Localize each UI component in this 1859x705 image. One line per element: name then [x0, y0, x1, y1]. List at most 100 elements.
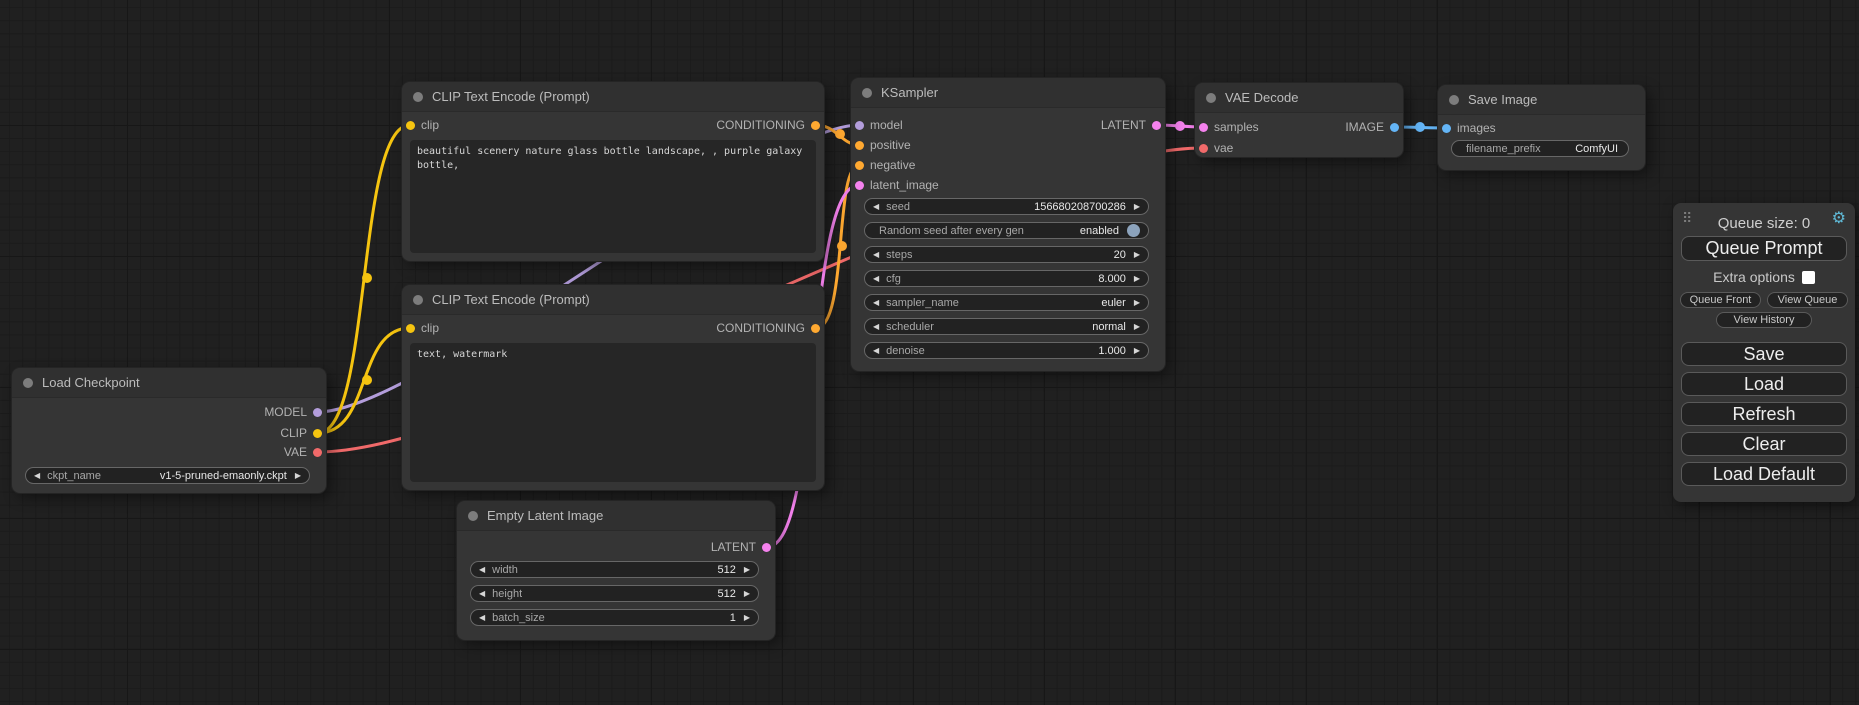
node-clip-text-encode-positive[interactable]: CLIP Text Encode (Prompt) clip CONDITION…	[402, 82, 824, 261]
settings-gear-icon[interactable]: ⚙	[1831, 210, 1846, 227]
denoise-widget[interactable]: ◀ denoise 1.000 ▶	[864, 342, 1149, 359]
latent-port-dot[interactable]	[1199, 122, 1208, 132]
conditioning-port-dot[interactable]	[811, 323, 820, 333]
node-empty-latent-image[interactable]: Empty Latent Image LATENT ◀ width 512 ▶ …	[457, 501, 775, 640]
steps-widget[interactable]: ◀ steps 20 ▶	[864, 246, 1149, 263]
decrement-arrow-icon[interactable]: ◀	[873, 249, 880, 259]
collapse-dot-icon[interactable]	[862, 87, 872, 98]
model-port-dot[interactable]	[313, 407, 322, 417]
increment-arrow-icon[interactable]: ▶	[1133, 297, 1140, 307]
input-port-vae[interactable]: vae	[1199, 140, 1233, 156]
output-port-clip[interactable]: CLIP	[280, 425, 322, 441]
collapse-dot-icon[interactable]	[468, 510, 478, 521]
increment-arrow-icon[interactable]: ▶	[743, 612, 750, 622]
decrement-arrow-icon[interactable]: ◀	[479, 564, 486, 574]
conditioning-port-dot[interactable]	[855, 140, 864, 150]
node-ksampler[interactable]: KSampler model positive negative latent_…	[851, 78, 1165, 371]
save-button[interactable]: Save	[1681, 342, 1847, 366]
collapse-dot-icon[interactable]	[1206, 92, 1216, 103]
prompt-textarea[interactable]: beautiful scenery nature glass bottle la…	[410, 140, 816, 253]
increment-arrow-icon[interactable]: ▶	[1133, 201, 1140, 211]
increment-arrow-icon[interactable]: ▶	[1133, 249, 1140, 259]
view-history-button[interactable]: View History	[1716, 312, 1812, 328]
collapse-dot-icon[interactable]	[1449, 94, 1459, 105]
cfg-widget[interactable]: ◀ cfg 8.000 ▶	[864, 270, 1149, 287]
decrement-arrow-icon[interactable]: ◀	[34, 470, 41, 480]
node-title-bar[interactable]: VAE Decode	[1195, 83, 1403, 113]
output-port-conditioning[interactable]: CONDITIONING	[716, 117, 820, 133]
width-widget[interactable]: ◀ width 512 ▶	[470, 561, 759, 578]
output-port-conditioning[interactable]: CONDITIONING	[716, 320, 820, 336]
seed-widget[interactable]: ◀ seed 156680208700286 ▶	[864, 198, 1149, 215]
increment-arrow-icon[interactable]: ▶	[294, 470, 301, 480]
node-save-image[interactable]: Save Image images filename_prefix ComfyU…	[1438, 85, 1645, 170]
input-port-positive[interactable]: positive	[855, 137, 911, 153]
collapse-dot-icon[interactable]	[413, 91, 423, 102]
load-button[interactable]: Load	[1681, 372, 1847, 396]
vae-port-dot[interactable]	[1199, 143, 1208, 153]
increment-arrow-icon[interactable]: ▶	[1133, 321, 1140, 331]
output-port-vae[interactable]: VAE	[284, 444, 322, 460]
view-queue-button[interactable]: View Queue	[1767, 292, 1848, 308]
decrement-arrow-icon[interactable]: ◀	[873, 345, 880, 355]
input-port-clip[interactable]: clip	[406, 117, 439, 133]
collapse-dot-icon[interactable]	[23, 377, 33, 388]
node-title-bar[interactable]: Empty Latent Image	[457, 501, 775, 531]
scheduler-widget[interactable]: ◀ scheduler normal ▶	[864, 318, 1149, 335]
input-port-negative[interactable]: negative	[855, 157, 915, 173]
height-widget[interactable]: ◀ height 512 ▶	[470, 585, 759, 602]
conditioning-port-dot[interactable]	[811, 120, 820, 130]
decrement-arrow-icon[interactable]: ◀	[479, 612, 486, 622]
latent-port-dot[interactable]	[762, 542, 771, 552]
input-port-clip[interactable]: clip	[406, 320, 439, 336]
prompt-textarea[interactable]: text, watermark	[410, 343, 816, 482]
refresh-button[interactable]: Refresh	[1681, 402, 1847, 426]
node-title-bar[interactable]: Load Checkpoint	[12, 368, 326, 398]
output-port-image[interactable]: IMAGE	[1345, 119, 1399, 135]
decrement-arrow-icon[interactable]: ◀	[873, 297, 880, 307]
queue-front-button[interactable]: Queue Front	[1680, 292, 1761, 308]
latent-port-dot[interactable]	[1152, 120, 1161, 130]
decrement-arrow-icon[interactable]: ◀	[873, 321, 880, 331]
decrement-arrow-icon[interactable]: ◀	[873, 273, 880, 283]
increment-arrow-icon[interactable]: ▶	[1133, 273, 1140, 283]
image-port-dot[interactable]	[1390, 122, 1399, 132]
node-clip-text-encode-negative[interactable]: CLIP Text Encode (Prompt) clip CONDITION…	[402, 285, 824, 490]
clip-port-dot[interactable]	[406, 120, 415, 130]
filename-prefix-widget[interactable]: filename_prefix ComfyUI	[1451, 140, 1629, 157]
node-title-bar[interactable]: CLIP Text Encode (Prompt)	[402, 82, 824, 112]
random-seed-toggle-widget[interactable]: Random seed after every gen enabled	[864, 222, 1149, 239]
extra-options-checkbox[interactable]	[1801, 271, 1815, 284]
sampler-name-widget[interactable]: ◀ sampler_name euler ▶	[864, 294, 1149, 311]
drag-handle-icon[interactable]: ⠿	[1682, 210, 1693, 226]
node-title-bar[interactable]: Save Image	[1438, 85, 1645, 115]
clip-port-dot[interactable]	[406, 323, 415, 333]
batch-size-widget[interactable]: ◀ batch_size 1 ▶	[470, 609, 759, 626]
model-port-dot[interactable]	[855, 120, 864, 130]
toggle-enabled-dot[interactable]	[1127, 224, 1140, 237]
node-title-bar[interactable]: CLIP Text Encode (Prompt)	[402, 285, 824, 315]
node-load-checkpoint[interactable]: Load Checkpoint MODEL CLIP VAE ◀ ckpt_na…	[12, 368, 326, 493]
output-port-model[interactable]: MODEL	[264, 404, 322, 420]
input-port-model[interactable]: model	[855, 117, 903, 133]
node-vae-decode[interactable]: VAE Decode samples vae IMAGE	[1195, 83, 1403, 157]
latent-port-dot[interactable]	[855, 180, 864, 190]
queue-prompt-button[interactable]: Queue Prompt	[1681, 236, 1847, 261]
queue-panel[interactable]: ⠿ Queue size: 0 ⚙ Queue Prompt Extra opt…	[1673, 203, 1855, 502]
conditioning-port-dot[interactable]	[855, 160, 864, 170]
decrement-arrow-icon[interactable]: ◀	[873, 201, 880, 211]
node-title-bar[interactable]: KSampler	[851, 78, 1165, 108]
decrement-arrow-icon[interactable]: ◀	[479, 588, 486, 598]
ckpt-name-widget[interactable]: ◀ ckpt_name v1-5-pruned-emaonly.ckpt ▶	[25, 467, 310, 484]
image-port-dot[interactable]	[1442, 123, 1451, 133]
load-default-button[interactable]: Load Default	[1681, 462, 1847, 486]
vae-port-dot[interactable]	[313, 447, 322, 457]
output-port-latent[interactable]: LATENT	[1101, 117, 1161, 133]
increment-arrow-icon[interactable]: ▶	[1133, 345, 1140, 355]
increment-arrow-icon[interactable]: ▶	[743, 588, 750, 598]
clear-button[interactable]: Clear	[1681, 432, 1847, 456]
input-port-images[interactable]: images	[1442, 120, 1496, 136]
input-port-latent-image[interactable]: latent_image	[855, 177, 939, 193]
collapse-dot-icon[interactable]	[413, 294, 423, 305]
